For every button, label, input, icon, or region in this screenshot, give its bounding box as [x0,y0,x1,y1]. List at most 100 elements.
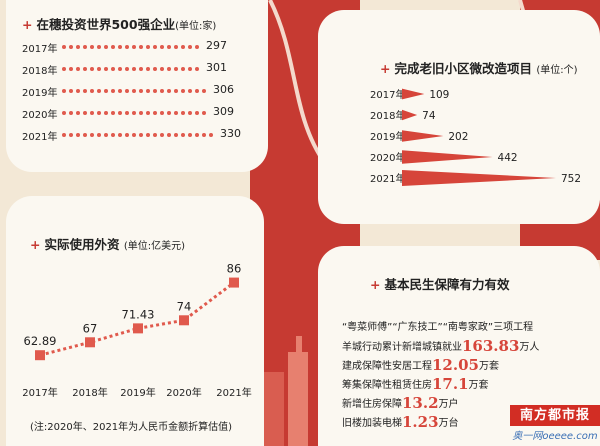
fortune500-bar-dot [111,45,115,49]
renovation-chart: 2017年 109 2018年 74 2019年 202 2020年 442 2021年 752 [370,88,581,186]
fortune500-value-label: 297 [206,39,227,52]
renovation-value-label: 202 [448,131,468,143]
fortune500-year-label: 2017年 [22,44,58,55]
fortune500-bar-dot [202,111,206,115]
fortune500-bar-dot [202,133,206,137]
renovation-bar [402,150,493,164]
newspaper-logo: 南方都市报 [510,405,600,426]
fortune500-bar-dot [118,67,122,71]
fortune500-bar-dot [146,111,150,115]
fortune500-bar-dot [167,89,171,93]
fortune500-bar-dot [104,133,108,137]
fortune500-bar-dot [97,89,101,93]
fortune500-bar-dot [97,133,101,137]
fortune500-bar-dot [181,89,185,93]
fortune500-bar-dot [118,89,122,93]
fortune500-bar-dot [104,67,108,71]
fortune500-bar-dot [174,67,178,71]
renovation-year-label: 2017年 [370,88,405,101]
fortune500-bar-dot [76,133,80,137]
plus-icon: + [370,277,381,292]
fortune500-bar-dot [153,133,157,137]
fdi-point [35,350,45,361]
fortune500-bar-dot [139,133,143,137]
renovation-value-label: 442 [498,152,518,164]
fortune500-bar-dot [118,111,122,115]
site-watermark: 奥一网oeeee.com [510,428,600,446]
plus-icon: + [22,17,33,32]
renovation-title: + 完成老旧小区微改造项目 (单位:个) [380,61,578,76]
fortune500-bar-dot [90,89,94,93]
fortune500-bar-dot [69,67,73,71]
renovation-year-label: 2019年 [370,130,405,143]
fortune500-bar-dot [83,67,87,71]
fortune500-bar-dot [76,89,80,93]
livelihood-line-text: 建成保障性安居工程 [342,361,432,372]
fortune500-bar-dot [132,67,136,71]
fortune500-bar-dot [153,67,157,71]
renovation-bar [402,170,556,186]
fortune500-bar-dot [153,89,157,93]
livelihood-unit: 万台 [438,418,459,429]
renovation-bar [402,130,444,142]
fortune500-panel [6,0,268,172]
fortune500-bar-dot [62,133,66,137]
fortune500-bar-dot [195,89,199,93]
fortune500-bar-dot [62,111,66,115]
fortune500-bar-dot [167,67,171,71]
fortune500-bar-dot [160,133,164,137]
renovation-panel [318,10,600,224]
fortune500-bar-dot [174,45,178,49]
fdi-year-label: 2021年 [216,386,251,399]
fortune500-bar-dot [83,133,87,137]
fortune500-bar-dot [167,111,171,115]
fortune500-bar-dot [174,89,178,93]
fortune500-bar-dot [132,111,136,115]
fortune500-bar-dot [83,111,87,115]
fortune500-bar-dot [125,89,129,93]
fortune500-bar-dot [118,45,122,49]
livelihood-line: 建成保障性安居工程12.05万套 [342,356,499,374]
fortune500-bar-dot [125,45,129,49]
fortune500-bar-dot [69,45,73,49]
fortune500-year-label: 2018年 [22,66,58,77]
fortune500-bar-dot [97,111,101,115]
fdi-value-label: 71.43 [122,307,155,321]
fortune500-bar-dot [62,89,66,93]
fdi-note: (注:2020年、2021年为人民币金额折算估值) [30,422,233,433]
fortune500-bar-dot [83,89,87,93]
fortune500-value-label: 301 [206,61,227,74]
fortune500-value-label: 306 [213,83,234,96]
fortune500-bar-dot [146,89,150,93]
fdi-series-line [39,281,235,357]
fortune500-bar-dot [174,111,178,115]
renovation-year-label: 2018年 [370,109,405,122]
fortune500-bar-dot [90,45,94,49]
livelihood-line-text: 新增住房保障 [342,399,402,410]
fdi-chart: 62.89 2017年 67 2018年 71.43 2019年 74 2020年 86 2021… [22,262,251,399]
fdi-value-label: 67 [83,321,98,335]
fortune500-bar-dot [76,67,80,71]
fortune500-bar-dot [90,111,94,115]
fortune500-bar-dot [209,133,213,137]
renovation-year-label: 2021年 [370,172,405,185]
fortune500-bar-dot [90,133,94,137]
fortune500-bar-dot [139,67,143,71]
fortune500-bar-dot [104,111,108,115]
fortune500-bar-dot [111,133,115,137]
fortune500-bar-dot [188,45,192,49]
fdi-value-label: 86 [227,262,242,276]
fortune500-bar-dot [160,45,164,49]
fdi-year-label: 2020年 [166,386,201,399]
fdi-year-label: 2019年 [120,386,155,399]
fdi-value-label: 74 [177,299,192,313]
fortune500-bar-dot [195,133,199,137]
fortune500-bar-dot [160,89,164,93]
renovation-value-label: 74 [422,110,436,122]
fortune500-bar-dot [69,111,73,115]
fdi-title: + 实际使用外资 (单位:亿美元) [30,237,186,252]
fdi-point [229,277,239,288]
livelihood-highlight-number: 17.1 [432,375,469,393]
fortune500-bar-dot [181,67,185,71]
livelihood-unit: 万人 [519,342,540,353]
